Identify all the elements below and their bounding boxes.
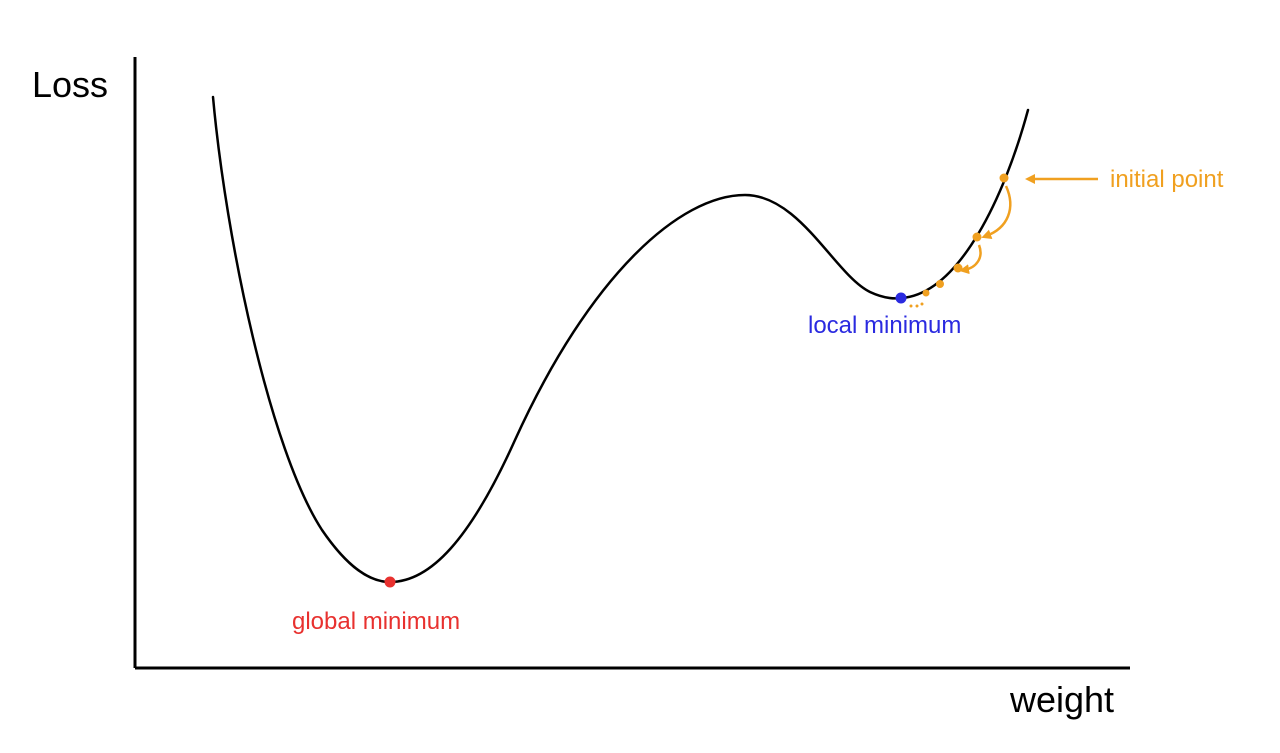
- step-point-3: [953, 263, 963, 273]
- y-axis-label: Loss: [32, 64, 108, 105]
- local-minimum-point: [895, 292, 907, 304]
- x-axis-label: weight: [1009, 679, 1114, 720]
- step-point-4: [936, 280, 944, 288]
- step-point-1: [999, 173, 1009, 183]
- step-arrow-1: [981, 185, 1012, 239]
- trail-dot: [915, 304, 919, 308]
- trail-dot: [920, 302, 924, 306]
- step-point-2: [972, 232, 982, 242]
- global-minimum-label: global minimum: [292, 608, 460, 635]
- step-point-5: [922, 289, 930, 297]
- trail-dot: [909, 304, 913, 308]
- step-arrow-2: [959, 244, 982, 275]
- global-minimum-point: [384, 576, 396, 588]
- local-minimum-label: local minimum: [808, 312, 961, 339]
- loss-curve: [211, 95, 1030, 584]
- initial-point-label: initial point: [1110, 166, 1224, 193]
